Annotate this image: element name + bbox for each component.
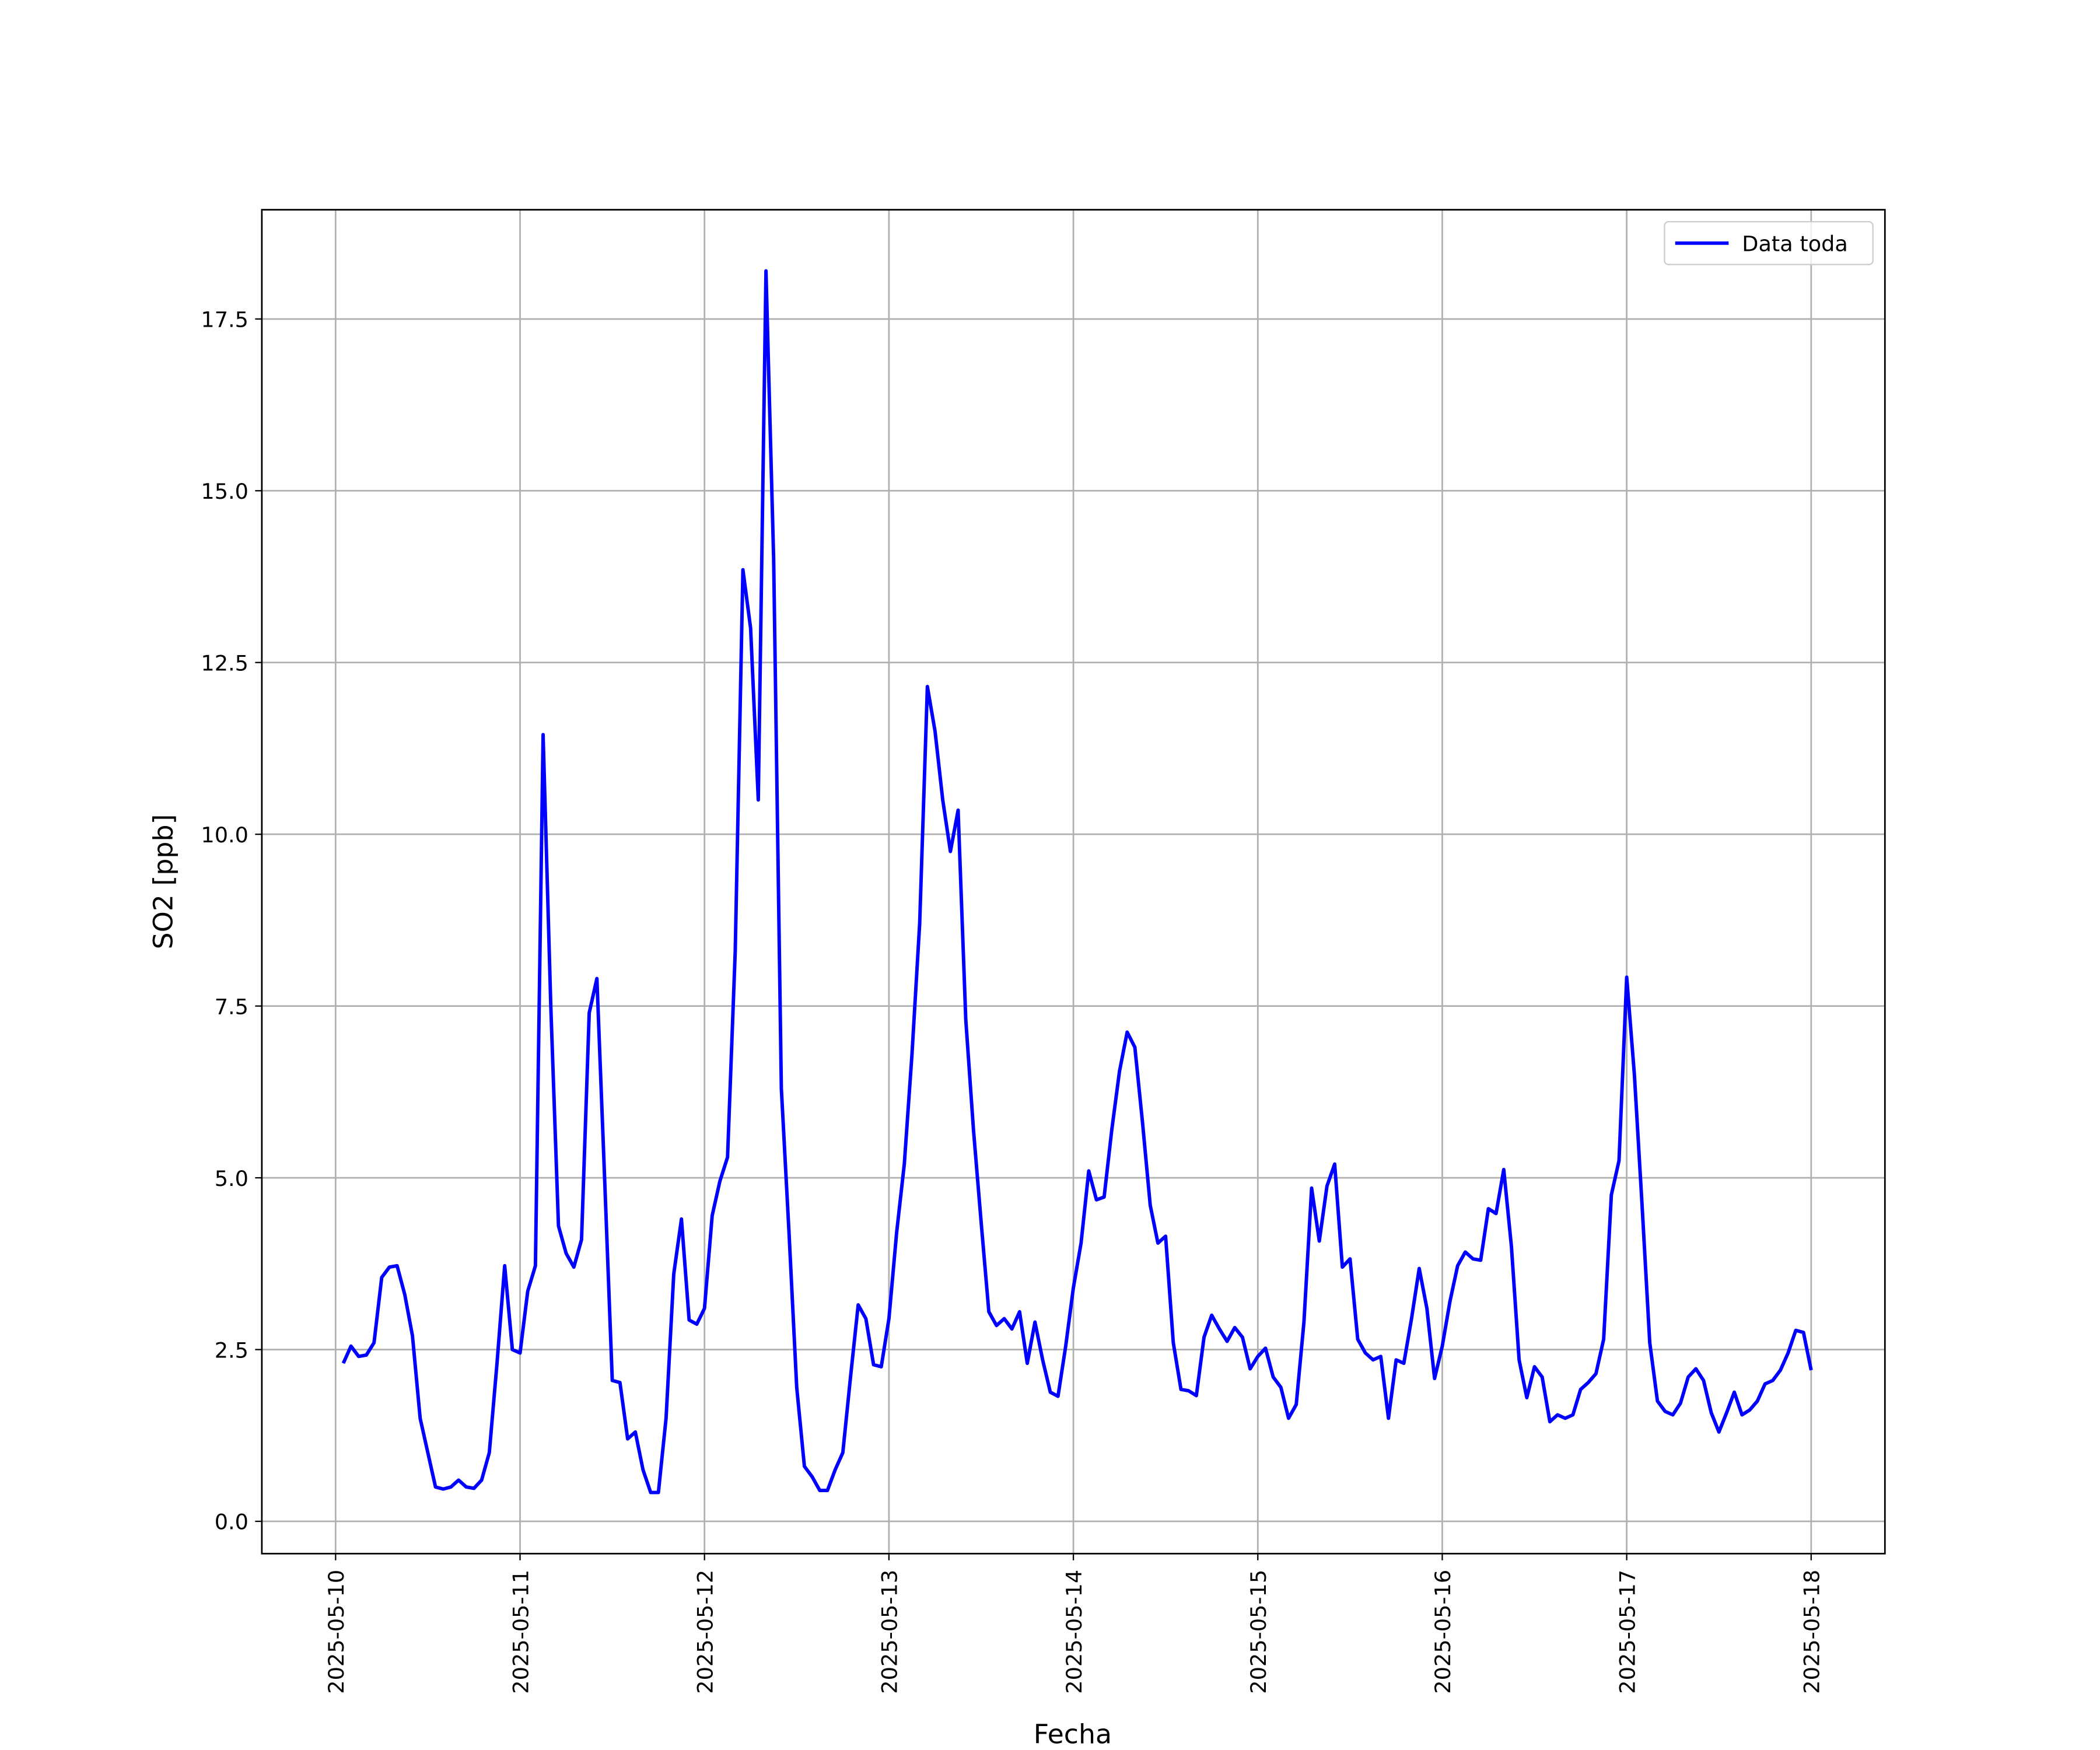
x-tick-label: 2025-05-15 bbox=[1246, 1570, 1271, 1694]
x-tick-label: 2025-05-13 bbox=[877, 1570, 902, 1694]
y-tick-label: 12.5 bbox=[201, 650, 249, 676]
x-tick-label: 2025-05-10 bbox=[324, 1570, 349, 1694]
x-tick-label: 2025-05-18 bbox=[1800, 1570, 1825, 1694]
x-tick-label: 2025-05-16 bbox=[1430, 1570, 1455, 1694]
plot-frame bbox=[261, 209, 1886, 1555]
y-axis-label: SO2 [ppb] bbox=[147, 814, 178, 950]
data-line bbox=[341, 269, 1813, 1494]
y-tick-label: 0.0 bbox=[215, 1510, 249, 1535]
y-tick-label: 15.0 bbox=[201, 479, 249, 504]
x-tick-label: 2025-05-17 bbox=[1615, 1570, 1640, 1694]
legend-label: Data toda bbox=[1742, 232, 1848, 257]
y-tick-label: 10.0 bbox=[201, 822, 249, 848]
legend-box bbox=[1664, 221, 1874, 265]
x-tick-label: 2025-05-12 bbox=[692, 1570, 718, 1694]
y-tick-label: 7.5 bbox=[215, 994, 249, 1019]
x-axis-label: Fecha bbox=[1034, 1718, 1112, 1750]
x-tick-label: 2025-05-11 bbox=[508, 1570, 533, 1694]
y-tick-label: 5.0 bbox=[215, 1166, 249, 1191]
x-tick-label: 2025-05-14 bbox=[1062, 1570, 1087, 1694]
y-tick-label: 2.5 bbox=[215, 1338, 249, 1363]
y-tick-label: 17.5 bbox=[201, 307, 249, 332]
